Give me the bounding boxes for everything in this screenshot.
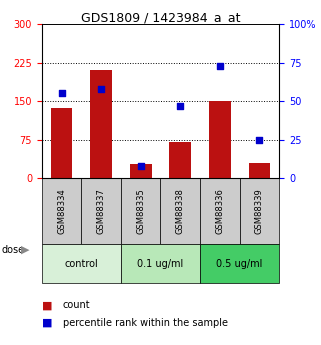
Bar [200, 178, 240, 245]
Text: ■: ■ [42, 318, 52, 327]
Text: GSM88334: GSM88334 [57, 188, 66, 234]
Bar [42, 245, 121, 283]
Text: ▶: ▶ [21, 245, 29, 255]
Bar [248, 162, 270, 178]
Text: GSM88335: GSM88335 [136, 188, 145, 234]
Text: 0.5 ug/ml: 0.5 ug/ml [216, 259, 263, 269]
Text: GSM88339: GSM88339 [255, 188, 264, 234]
Bar [240, 178, 279, 245]
Title: GDS1809 / 1423984_a_at: GDS1809 / 1423984_a_at [81, 11, 240, 24]
Text: percentile rank within the sample: percentile rank within the sample [63, 318, 228, 327]
Point [257, 137, 262, 142]
Point [99, 86, 104, 91]
Point [178, 103, 183, 108]
Bar [200, 245, 279, 283]
Text: GSM88338: GSM88338 [176, 188, 185, 234]
Bar [81, 178, 121, 245]
Bar [42, 178, 81, 245]
Text: ■: ■ [42, 300, 52, 310]
Bar [121, 245, 200, 283]
Point [217, 63, 222, 68]
Text: GSM88336: GSM88336 [215, 188, 224, 234]
Bar [160, 178, 200, 245]
Text: 0.1 ug/ml: 0.1 ug/ml [137, 259, 184, 269]
Point [138, 163, 143, 168]
Text: GSM88337: GSM88337 [97, 188, 106, 234]
Text: dose: dose [2, 245, 25, 255]
Text: control: control [65, 259, 98, 269]
Text: count: count [63, 300, 90, 310]
Bar [90, 70, 112, 178]
Bar [130, 164, 152, 178]
Bar [51, 108, 73, 178]
Bar [169, 142, 191, 178]
Point [59, 91, 64, 96]
Bar [209, 101, 231, 178]
Bar [121, 178, 160, 245]
